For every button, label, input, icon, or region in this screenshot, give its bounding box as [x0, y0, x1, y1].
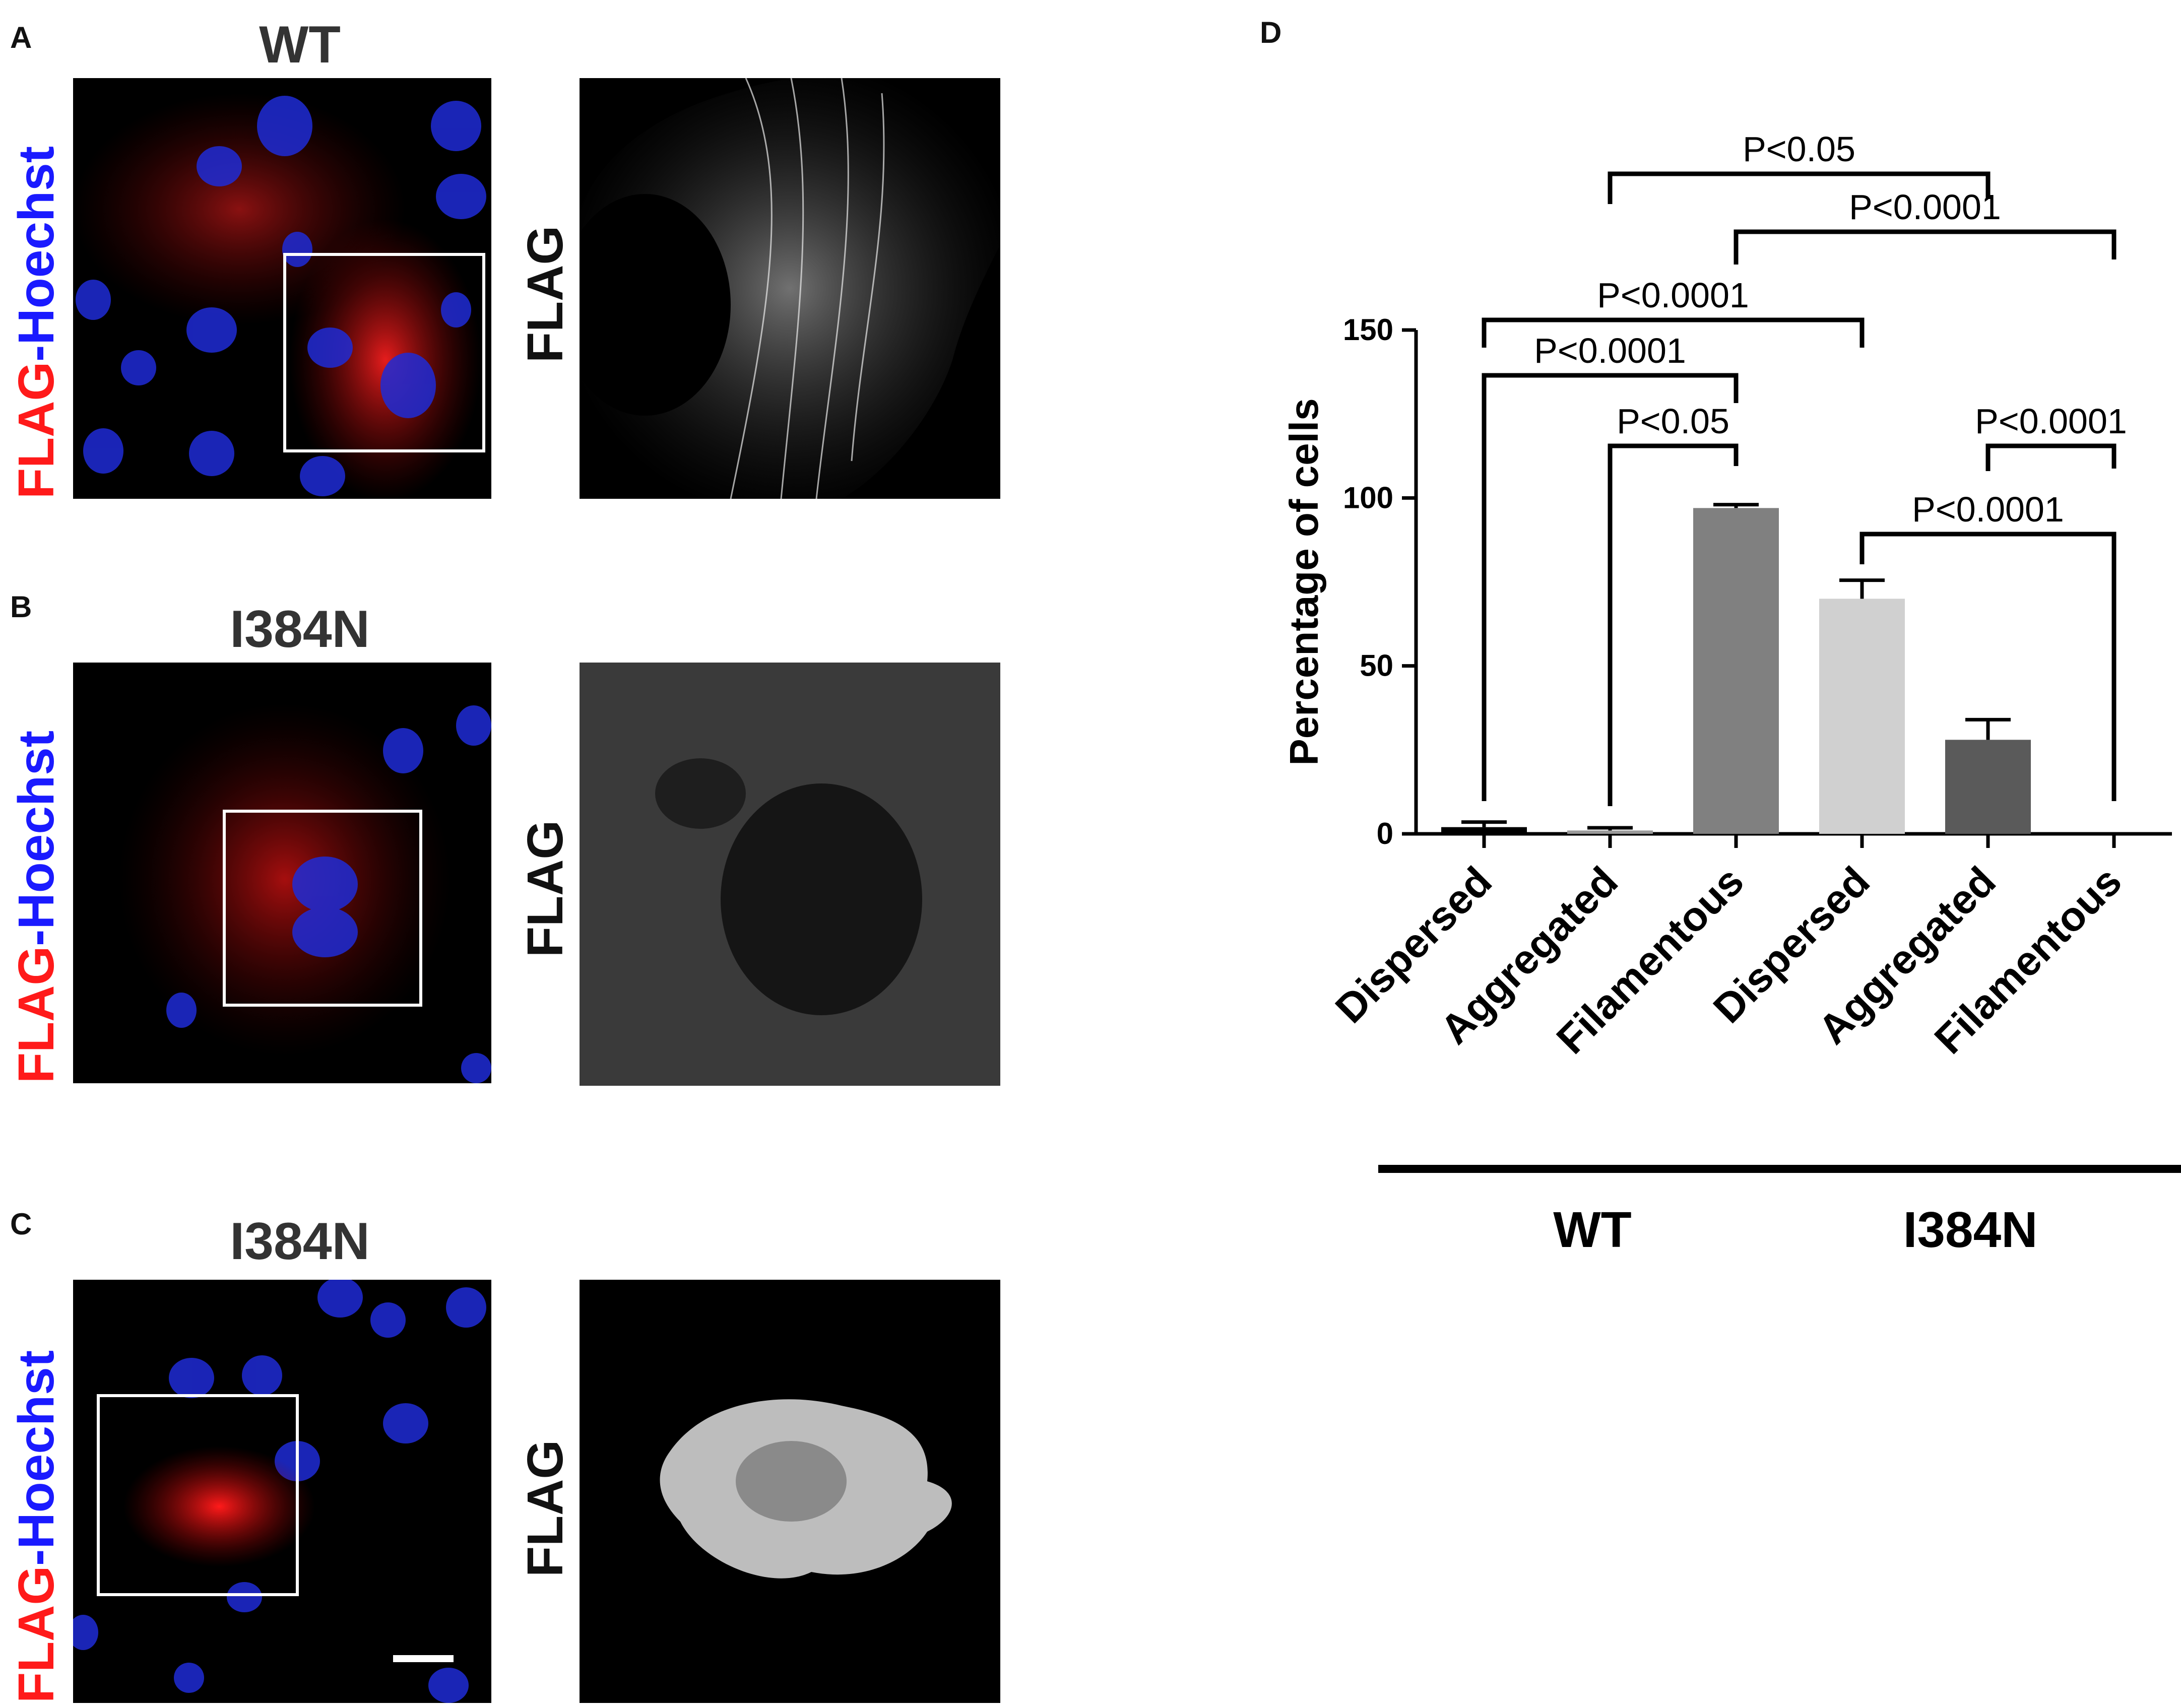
micrograph-a-merged	[73, 78, 491, 499]
y-tick-label: 50	[1360, 649, 1393, 683]
bar	[1945, 740, 2031, 834]
significance-label: P<0.05	[1617, 402, 1729, 441]
group-label: WT	[1553, 1202, 1631, 1258]
bar	[1441, 827, 1527, 834]
significance-label: P<0.0001	[1912, 490, 2064, 529]
significance-label: P<0.0001	[1534, 331, 1686, 370]
significance-label: P<0.0001	[1849, 187, 2001, 227]
bar	[1567, 830, 1653, 834]
micrograph-b-merged	[73, 663, 491, 1083]
panel-letter-a: A	[10, 21, 32, 54]
panel-letter-c: C	[10, 1207, 32, 1241]
significance-bracket	[1482, 373, 1739, 801]
y-tick-label: 100	[1343, 481, 1393, 514]
significance-label: P<0.05	[1743, 129, 1855, 169]
micrograph-b-flag	[580, 663, 1000, 1086]
significance-label: P<0.0001	[1975, 402, 2127, 441]
y-tick-label: 150	[1343, 313, 1393, 347]
y-axis-label: Percentage of cells	[1281, 398, 1326, 765]
micrograph-c-flag	[580, 1280, 1000, 1703]
significance-bracket	[1608, 443, 1739, 806]
panel-letter-b: B	[10, 590, 32, 624]
panel-c-condition-title: I384N	[230, 1212, 370, 1271]
micrograph-a-flag	[580, 78, 1000, 499]
bar	[1819, 599, 1905, 834]
panel-a-condition-title: WT	[259, 16, 341, 74]
significance-bracket	[1734, 229, 2116, 265]
significance-bracket	[1608, 171, 1991, 204]
significance-bracket	[1985, 443, 2116, 471]
bar	[1693, 508, 1779, 834]
significance-bracket	[1859, 532, 2116, 801]
panel-b-condition-title: I384N	[230, 600, 370, 659]
group-label: I384N	[1903, 1202, 2038, 1258]
significance-label: P<0.0001	[1597, 276, 1749, 315]
micrograph-c-merged	[73, 1280, 491, 1703]
significance-bracket	[1482, 317, 1865, 348]
panel-letter-d: D	[1260, 16, 1282, 49]
y-tick-label: 0	[1377, 817, 1393, 850]
